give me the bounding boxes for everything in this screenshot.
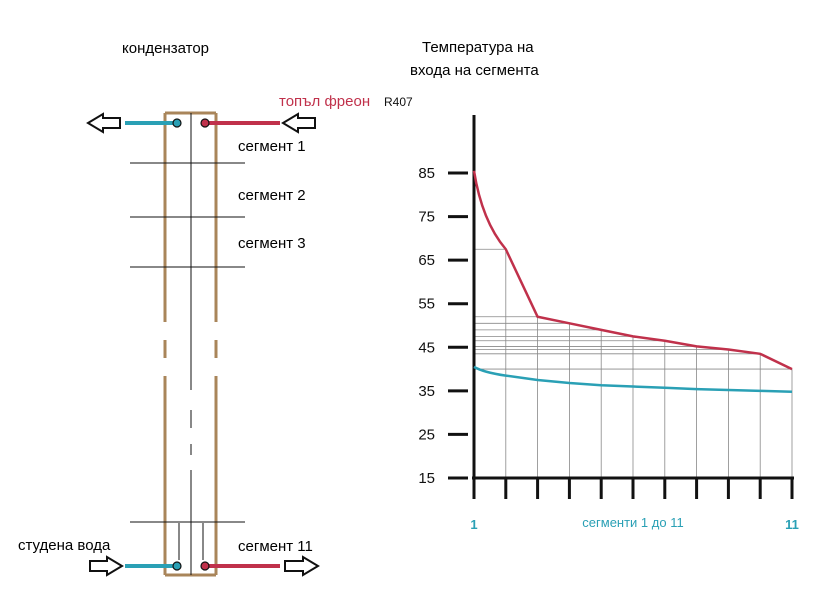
y-tick-label: 45	[418, 339, 435, 356]
y-tick-label: 35	[418, 383, 435, 400]
x-tick-label-first: 1	[470, 517, 477, 532]
chart-grid	[473, 170, 793, 478]
y-tick-label: 55	[418, 296, 435, 313]
segment-label-1: сегмент 1	[238, 138, 306, 155]
y-tick-label: 15	[418, 470, 435, 487]
y-tick-label: 75	[418, 209, 435, 226]
water-out-arrow-icon	[86, 112, 121, 134]
water-inlet-port	[172, 561, 182, 571]
x-axis-label: сегменти 1 до 11	[582, 515, 683, 530]
condenser-title: кондензатор	[122, 40, 209, 57]
freon-outlet-port	[200, 561, 210, 571]
refrigerant-label: R407	[384, 95, 413, 109]
chart-title-line-1: Температура на	[422, 39, 534, 56]
segment-label-2: сегмент 2	[238, 187, 306, 204]
condenser-inner-dashes	[178, 523, 204, 560]
y-tick-label: 65	[418, 252, 435, 269]
freon-in-arrow-icon	[281, 112, 316, 134]
segment-label-11: сегмент 11	[238, 538, 313, 555]
water-in-arrow-icon	[89, 555, 124, 577]
y-tick-label: 25	[418, 426, 435, 443]
series-hot-freon-line	[472, 170, 793, 371]
hot-freon-label: топъл фреон	[279, 93, 370, 110]
segment-lines	[130, 162, 245, 523]
chart-x-ticks	[472, 478, 794, 499]
segment-label-3: сегмент 3	[238, 235, 306, 252]
x-tick-label-last: 11	[785, 517, 799, 532]
chart-y-ticks: 15 25 35 45 55 65 75 85	[418, 165, 468, 487]
series-cold-water-line	[473, 365, 793, 393]
chart-title-line-2: входа на сегмента	[410, 62, 539, 79]
y-tick-label: 85	[418, 165, 435, 182]
freon-out-arrow-icon	[284, 555, 320, 577]
water-outlet-port	[172, 118, 182, 128]
chart-series	[472, 170, 793, 393]
cold-water-label: студена вода	[18, 537, 111, 554]
freon-inlet-port	[200, 118, 210, 128]
